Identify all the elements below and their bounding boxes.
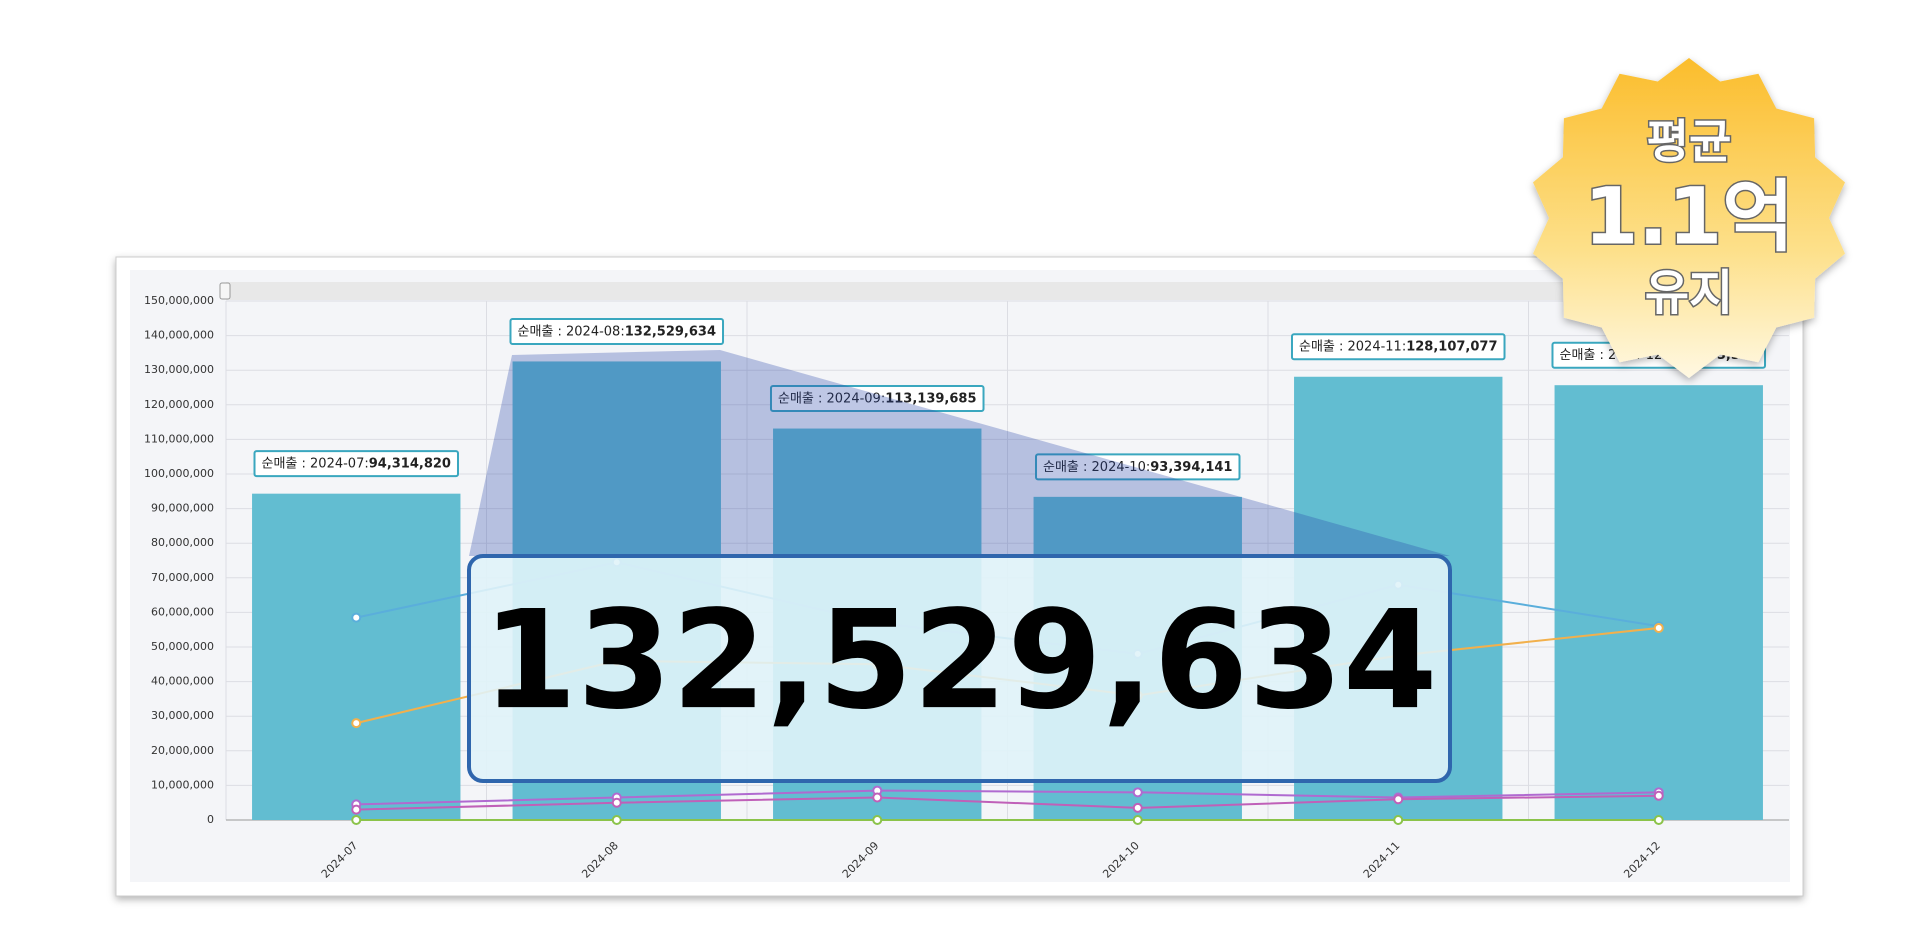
y-tick-label: 100,000,000 — [144, 467, 214, 480]
tooltip: 순매출 : 2024-07:94,314,820 — [253, 450, 459, 478]
y-tick-label: 0 — [207, 813, 214, 826]
y-tick-label: 130,000,000 — [144, 363, 214, 376]
y-tick-label: 90,000,000 — [151, 502, 214, 515]
tooltip-text: 순매출 : 2024-10:93,394,141 — [1043, 459, 1232, 474]
tooltip: 순매출 : 2024-09:113,139,685 — [769, 385, 985, 413]
tooltip-label: 순매출 : 2024-07: — [262, 456, 369, 471]
badge — [1533, 58, 1845, 378]
y-tick-label: 30,000,000 — [151, 709, 214, 722]
value-label: 93,394,141 — [1150, 459, 1232, 474]
tooltip-box — [253, 450, 459, 478]
line-point — [351, 804, 362, 815]
line-point — [1132, 815, 1143, 825]
highlight-box — [467, 554, 1452, 783]
tooltip-label: 순매출 : 2024-11: — [1299, 339, 1406, 354]
line-point — [1393, 815, 1404, 825]
tooltip: 순매출 : 2024-10:93,394,141 — [1035, 453, 1241, 481]
y-tick-label: 40,000,000 — [151, 675, 214, 688]
line — [356, 789, 1659, 806]
line-point — [872, 792, 883, 803]
line-point — [1393, 794, 1404, 805]
line-point — [1653, 622, 1664, 633]
line-point — [351, 612, 362, 623]
line-point — [611, 815, 622, 825]
tooltip-box — [1035, 453, 1241, 481]
tooltip-label: 순매출 : 2024-09: — [778, 391, 885, 406]
line-point — [1653, 815, 1664, 825]
tooltip-box — [769, 385, 985, 413]
line — [356, 794, 1659, 811]
highlight-value: 132,529,634 — [483, 582, 1438, 740]
tooltip-label: 순매출 : 2024-10: — [1043, 459, 1150, 474]
line-point — [1132, 802, 1143, 813]
line-point — [611, 797, 622, 808]
tooltip: 순매출 : 2024-11:128,107,077 — [1290, 333, 1506, 361]
line-point — [1653, 790, 1664, 801]
badge-text: 평균 — [1647, 115, 1732, 169]
y-tick-label: 80,000,000 — [151, 536, 214, 549]
y-tick-label: 50,000,000 — [151, 640, 214, 653]
line-point — [1132, 787, 1143, 798]
y-tick-label: 120,000,000 — [144, 398, 214, 411]
value-label: 128,107,077 — [1406, 339, 1497, 354]
tooltip-text: 순매출 : 2024-09:113,139,685 — [778, 391, 977, 406]
line-point — [872, 815, 883, 825]
line-point — [351, 815, 362, 825]
zoom-shadow — [469, 350, 1450, 556]
y-tick-label: 150,000,000 — [144, 294, 214, 307]
y-tick-label: 140,000,000 — [144, 329, 214, 342]
tooltip-box — [509, 317, 725, 345]
y-tick-label: 10,000,000 — [151, 778, 214, 791]
bar — [1554, 385, 1763, 820]
badge-text: 1.1억 — [1584, 172, 1794, 262]
scrollbar — [226, 282, 1789, 300]
badge-text: 유지 — [1645, 265, 1733, 321]
y-tick-label: 20,000,000 — [151, 744, 214, 757]
value-label: 132,529,634 — [625, 324, 716, 339]
scroll-handle[interactable] — [219, 282, 231, 300]
tooltip-text: 순매출 : 2024-11:128,107,077 — [1299, 339, 1498, 354]
tooltip-label: 순매출 : 2024-08: — [517, 324, 624, 339]
tooltip: 순매출 : 2024-08:132,529,634 — [509, 317, 725, 345]
tooltip-text: 순매출 : 2024-07:94,314,820 — [262, 456, 451, 471]
tooltip-box — [1290, 333, 1506, 361]
line-point — [351, 718, 362, 729]
y-tick-label: 70,000,000 — [151, 571, 214, 584]
y-tick-label: 60,000,000 — [151, 605, 214, 618]
bar — [252, 493, 461, 820]
value-label: 94,314,820 — [369, 456, 451, 471]
value-label: 113,139,685 — [885, 391, 976, 406]
tooltip-text: 순매출 : 2024-08:132,529,634 — [517, 324, 716, 339]
y-tick-label: 110,000,000 — [144, 432, 214, 445]
